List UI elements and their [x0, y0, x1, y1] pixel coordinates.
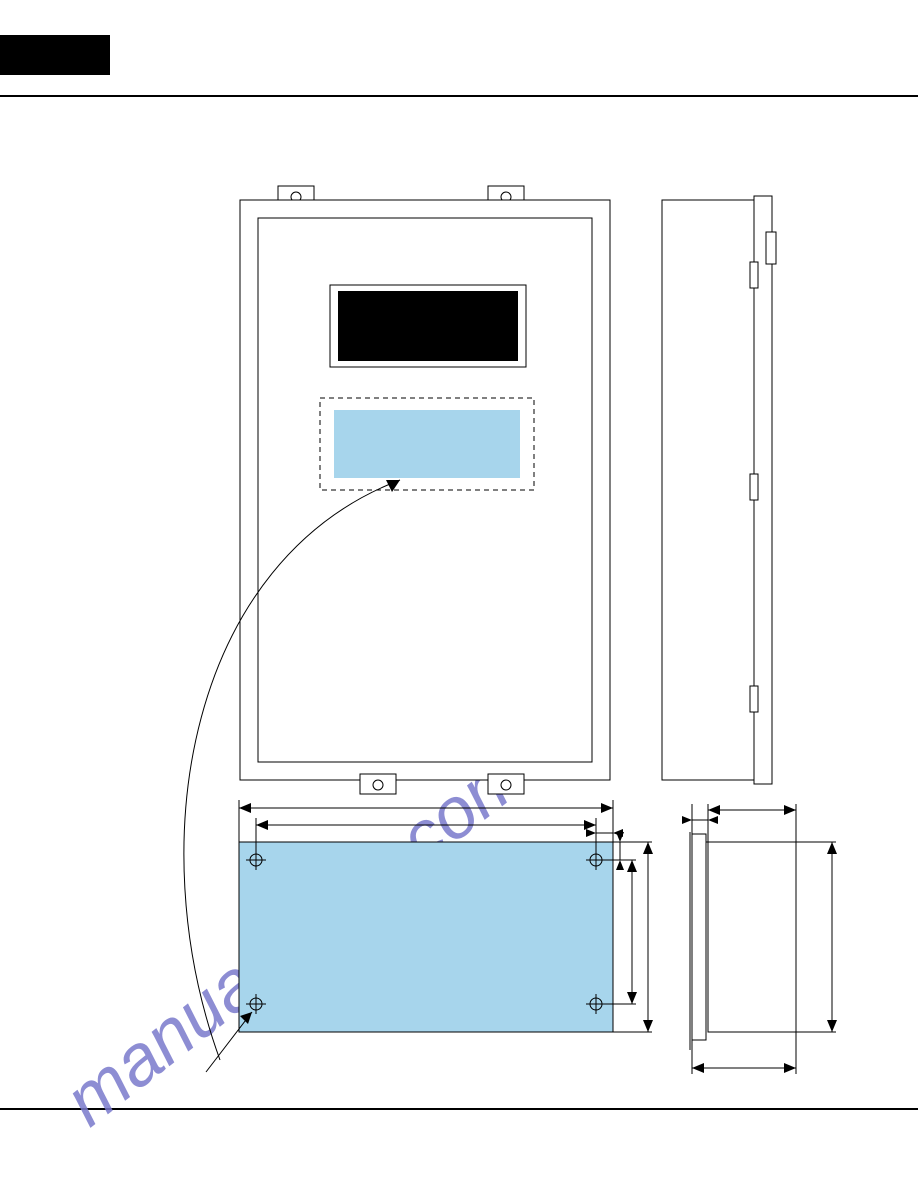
enclosure-side	[662, 196, 776, 784]
page: manualshive.com	[0, 0, 918, 1188]
panel-detail	[239, 800, 653, 1032]
control-panel	[330, 285, 526, 367]
mount-tab-bottom-right	[488, 774, 524, 794]
dashed-panel-slot	[320, 398, 534, 490]
diagram-svg	[0, 0, 918, 1188]
side-detail	[682, 804, 837, 1074]
mount-tab-bottom-left	[360, 774, 396, 794]
pointer-short	[206, 1012, 252, 1072]
